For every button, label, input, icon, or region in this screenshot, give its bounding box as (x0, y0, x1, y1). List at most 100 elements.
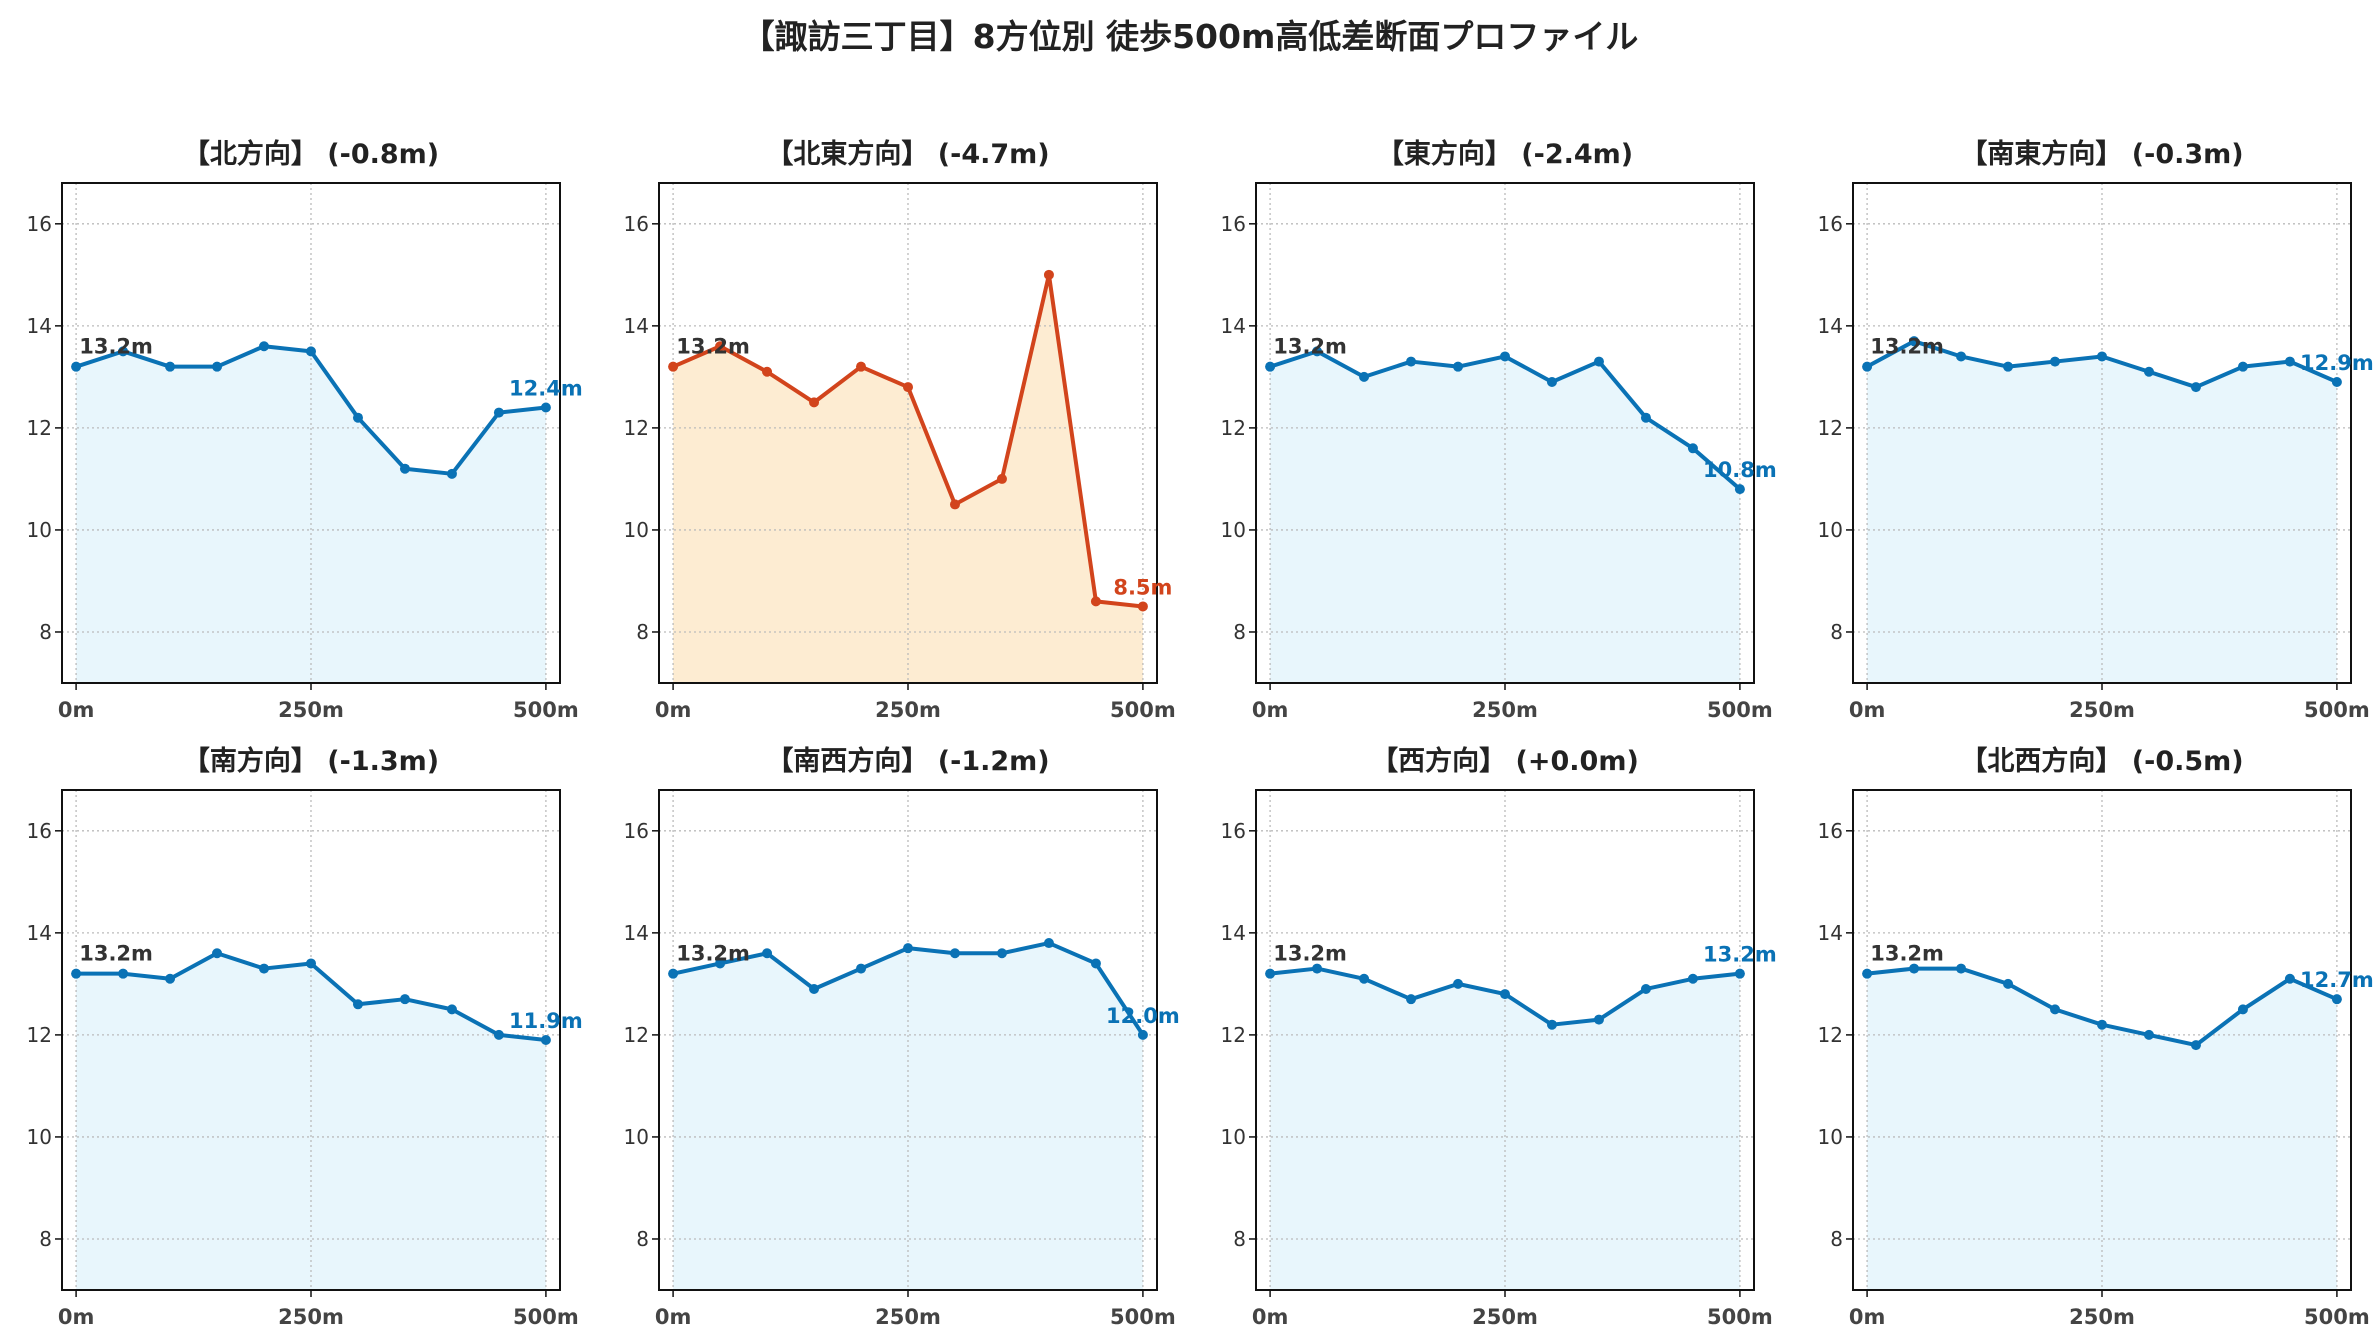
x-tick-label: 500m (1707, 1305, 1773, 1329)
data-point (1359, 371, 1370, 382)
data-point (1593, 1014, 1604, 1025)
x-tick-label: 0m (58, 1305, 95, 1329)
data-point (2284, 356, 2295, 367)
data-point (1265, 361, 1276, 372)
y-tick-label: 14 (1221, 921, 1246, 945)
data-point (1090, 958, 1101, 969)
panel-2: 【東方向】 (-2.4m) 8 10 12 14 16 0m 250m 500m 13.2m 10.… (1221, 138, 1777, 722)
data-point (2097, 351, 2107, 362)
y-tick-label: 10 (1221, 1125, 1246, 1149)
data-point (118, 346, 129, 357)
data-point (2331, 994, 2342, 1005)
y-tick-label: 12 (1818, 416, 1843, 440)
panel-title: 【南西方向】 (-1.2m) (766, 745, 1049, 777)
y-tick-label: 16 (1818, 212, 1843, 236)
data-point (352, 999, 363, 1010)
data-point (165, 973, 176, 984)
y-tick-label: 8 (636, 1227, 649, 1251)
data-point (352, 412, 363, 423)
y-tick-label: 16 (624, 819, 649, 843)
x-tick-label: 250m (2069, 698, 2135, 722)
data-point (2050, 1004, 2061, 1015)
data-point (1687, 973, 1698, 984)
start-value-label: 13.2m (79, 335, 153, 359)
end-value-label: 11.9m (509, 1009, 583, 1033)
data-point (903, 943, 913, 954)
data-point (540, 402, 551, 413)
data-point (1862, 968, 1873, 979)
start-value-label: 13.2m (1273, 335, 1347, 359)
x-tick-label: 0m (655, 698, 692, 722)
data-point (1862, 361, 1873, 372)
x-tick-label: 250m (278, 698, 344, 722)
start-value-label: 13.2m (1273, 942, 1347, 966)
data-point (1137, 601, 1148, 612)
x-tick-label: 250m (2069, 1305, 2135, 1329)
data-point (1453, 978, 1464, 989)
data-point (1734, 484, 1745, 495)
data-point (1137, 1029, 1148, 1040)
data-point (71, 968, 82, 979)
start-value-label: 13.2m (676, 335, 750, 359)
data-point (2003, 361, 2014, 372)
area-fill (1270, 351, 1740, 683)
data-point (1687, 443, 1698, 454)
data-point (2237, 361, 2248, 372)
panel-7: 【北西方向】 (-0.5m) 8 10 12 14 16 0m 250m 500m 13.2m 12… (1818, 745, 2374, 1329)
data-point (1640, 983, 1651, 994)
panel-6: 【西方向】 (+0.0m) 8 10 12 14 16 0m 250m 500m 13.2m 13.… (1221, 745, 1777, 1329)
data-point (2050, 356, 2061, 367)
panel-5: 【南西方向】 (-1.2m) 8 10 12 14 16 0m 250m 500m 13.2m 12… (624, 745, 1180, 1329)
data-point (2284, 973, 2295, 984)
area-fill (1867, 341, 2337, 683)
y-tick-label: 8 (1233, 620, 1246, 644)
y-tick-label: 14 (27, 314, 52, 338)
x-tick-label: 250m (1472, 1305, 1538, 1329)
end-value-label: 12.7m (2300, 968, 2374, 992)
y-tick-label: 12 (27, 416, 52, 440)
x-tick-label: 0m (1849, 1305, 1886, 1329)
data-point (1453, 361, 1464, 372)
y-tick-label: 16 (27, 819, 52, 843)
data-point (493, 1029, 504, 1040)
y-tick-label: 14 (27, 921, 52, 945)
y-tick-label: 14 (1818, 921, 1843, 945)
y-tick-label: 16 (1221, 819, 1246, 843)
y-tick-label: 10 (1221, 518, 1246, 542)
data-point (1956, 963, 1967, 974)
data-point (996, 948, 1007, 959)
data-point (2237, 1004, 2248, 1015)
y-tick-label: 16 (1221, 212, 1246, 236)
data-point (259, 963, 270, 974)
data-point (1043, 938, 1054, 949)
data-point (949, 948, 960, 959)
data-point (1546, 1019, 1557, 1030)
end-value-label: 10.8m (1703, 458, 1777, 482)
y-tick-label: 8 (1830, 620, 1843, 644)
y-tick-label: 12 (1221, 416, 1246, 440)
y-tick-label: 12 (27, 1023, 52, 1047)
y-tick-label: 12 (1818, 1023, 1843, 1047)
panel-title: 【北方向】 (-0.8m) (183, 138, 439, 170)
data-point (1500, 989, 1510, 1000)
y-tick-label: 16 (1818, 819, 1843, 843)
y-tick-label: 14 (1221, 314, 1246, 338)
end-value-label: 12.9m (2300, 351, 2374, 375)
x-tick-label: 0m (58, 698, 95, 722)
start-value-label: 13.2m (1870, 335, 1944, 359)
data-point (71, 361, 82, 372)
end-value-label: 13.2m (1703, 943, 1777, 967)
data-point (1043, 269, 1054, 280)
y-tick-label: 12 (624, 1023, 649, 1047)
x-tick-label: 250m (875, 1305, 941, 1329)
data-point (1546, 376, 1557, 387)
data-point (668, 968, 679, 979)
panel-title: 【北東方向】 (-4.7m) (766, 138, 1049, 170)
data-point (1640, 412, 1651, 423)
x-tick-label: 500m (513, 1305, 579, 1329)
data-point (1406, 356, 1417, 367)
data-point (2190, 382, 2201, 393)
y-tick-label: 12 (624, 416, 649, 440)
x-tick-label: 250m (1472, 698, 1538, 722)
